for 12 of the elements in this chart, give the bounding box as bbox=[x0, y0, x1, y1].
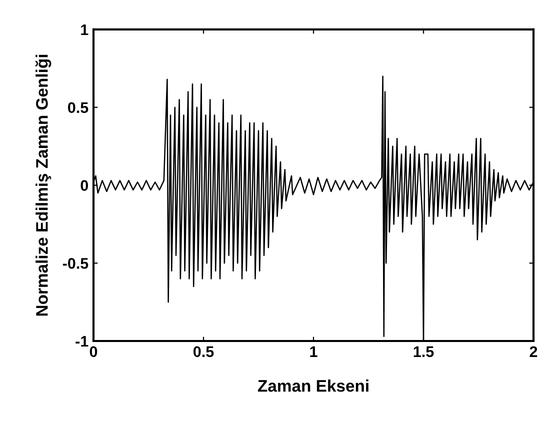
y-tick-label: 1 bbox=[81, 24, 88, 36]
x-tick-label: 0 bbox=[90, 346, 98, 358]
x-tick-label: 1.5 bbox=[414, 346, 434, 358]
y-tick-label: 0.5 bbox=[68, 102, 88, 114]
x-tick-label: 0.5 bbox=[193, 346, 214, 358]
y-tick-label: -1 bbox=[76, 336, 88, 347]
x-axis-title: Zaman Ekseni bbox=[258, 380, 368, 392]
x-tick-label: 2 bbox=[530, 346, 538, 357]
y-tick-label: -0.5 bbox=[62, 258, 88, 269]
x-tick-label: 1 bbox=[310, 346, 318, 357]
y-tick-label: 0 bbox=[80, 180, 88, 191]
y-axis-title: Normalize Edilmiş Zaman Genliği bbox=[35, 54, 52, 316]
